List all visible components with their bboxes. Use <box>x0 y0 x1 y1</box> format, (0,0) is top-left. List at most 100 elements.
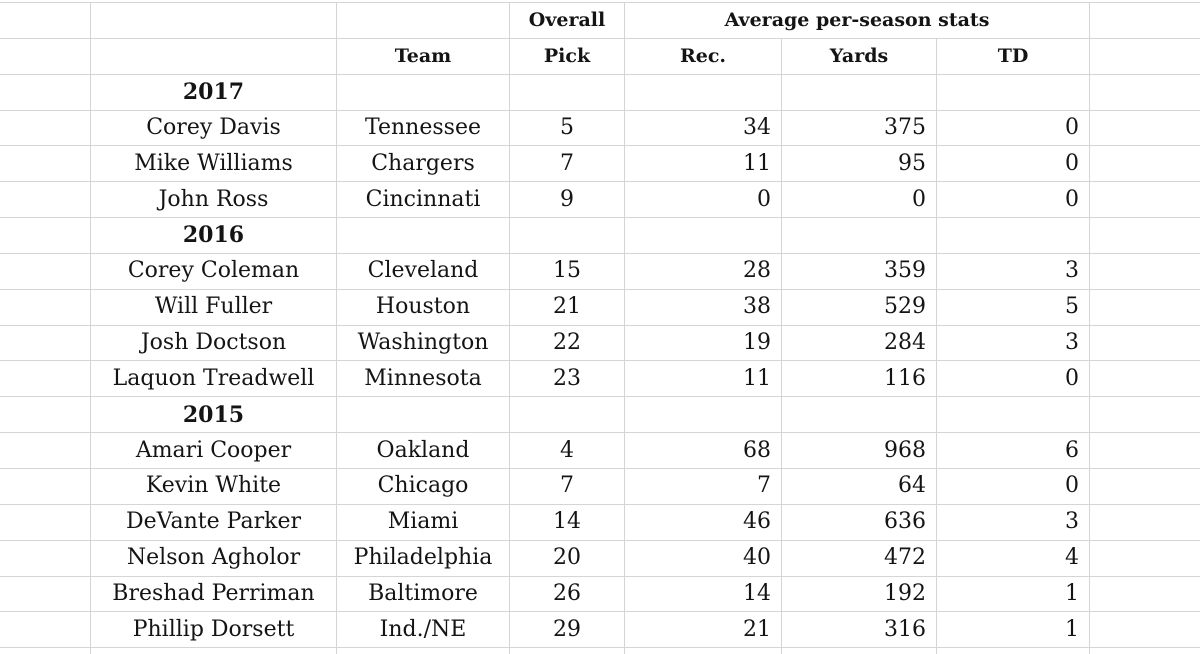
empty-cell[interactable] <box>337 218 510 254</box>
yards-cell[interactable]: 636 <box>782 504 937 541</box>
empty-cell[interactable] <box>0 218 91 254</box>
td-cell[interactable]: 4 <box>937 540 1090 577</box>
rec-cell[interactable]: 19 <box>625 325 782 362</box>
empty-cell[interactable] <box>1090 111 1200 147</box>
team-header-cell[interactable]: Team <box>337 38 510 75</box>
td-cell[interactable]: 6 <box>937 433 1090 469</box>
pick-cell[interactable]: 4 <box>510 433 625 469</box>
empty-cell[interactable] <box>1090 397 1200 434</box>
rec-cell[interactable]: 21 <box>625 612 782 649</box>
rec-cell[interactable]: 11 <box>625 146 782 183</box>
empty-cell[interactable] <box>782 74 937 111</box>
empty-cell[interactable] <box>337 397 510 434</box>
rec-cell[interactable]: 68 <box>625 433 782 469</box>
yards-cell[interactable]: 95 <box>782 146 937 183</box>
empty-cell[interactable] <box>782 218 937 254</box>
empty-cell[interactable] <box>337 74 510 111</box>
yards-cell[interactable]: 192 <box>782 576 937 613</box>
pick-cell[interactable]: 5 <box>510 110 625 147</box>
empty-cell[interactable] <box>625 397 782 434</box>
empty-cell[interactable] <box>1090 361 1200 398</box>
empty-cell[interactable] <box>0 182 91 219</box>
empty-cell[interactable] <box>510 397 625 434</box>
team-cell[interactable]: Baltimore <box>337 576 510 613</box>
empty-cell[interactable] <box>337 648 510 654</box>
empty-cell[interactable] <box>1090 469 1200 505</box>
empty-cell[interactable] <box>0 361 91 398</box>
empty-cell[interactable] <box>1090 577 1200 613</box>
empty-cell[interactable] <box>782 397 937 434</box>
empty-cell[interactable] <box>625 74 782 111</box>
rec-cell[interactable]: 38 <box>625 289 782 326</box>
empty-cell[interactable] <box>0 253 91 290</box>
empty-cell[interactable] <box>0 504 91 541</box>
team-cell[interactable]: Ind./NE <box>337 612 510 649</box>
pick-cell[interactable]: 23 <box>510 361 625 398</box>
empty-cell[interactable] <box>0 576 91 613</box>
pick-header-cell[interactable]: Pick <box>510 38 625 75</box>
empty-cell[interactable] <box>1090 75 1200 111</box>
empty-cell[interactable] <box>1090 182 1200 219</box>
td-cell[interactable]: 3 <box>937 253 1090 290</box>
empty-cell[interactable] <box>0 397 91 434</box>
year-cell[interactable]: 2016 <box>91 218 337 254</box>
team-cell[interactable]: Tennessee <box>337 110 510 147</box>
td-cell[interactable]: 5 <box>937 289 1090 326</box>
player-name-cell[interactable]: Will Fuller <box>91 289 337 326</box>
yards-cell[interactable]: 0 <box>782 182 937 219</box>
team-cell[interactable]: Washington <box>337 325 510 362</box>
pick-cell[interactable]: 22 <box>510 325 625 362</box>
empty-cell[interactable] <box>625 648 782 654</box>
empty-cell[interactable] <box>1090 146 1200 183</box>
rec-cell[interactable]: 7 <box>625 468 782 505</box>
td-cell[interactable]: 3 <box>937 325 1090 362</box>
yards-cell[interactable]: 472 <box>782 540 937 577</box>
td-cell[interactable]: 1 <box>937 612 1090 649</box>
empty-cell[interactable] <box>0 38 91 75</box>
empty-cell[interactable] <box>625 218 782 254</box>
yards-header-cell[interactable]: Yards <box>782 38 937 75</box>
td-cell[interactable]: 0 <box>937 182 1090 219</box>
empty-cell[interactable] <box>937 74 1090 111</box>
pick-cell[interactable]: 26 <box>510 576 625 613</box>
empty-cell[interactable] <box>510 218 625 254</box>
empty-cell[interactable] <box>0 325 91 362</box>
player-name-cell[interactable]: Amari Cooper <box>91 433 337 469</box>
player-name-cell[interactable]: Laquon Treadwell <box>91 361 337 398</box>
team-cell[interactable]: Minnesota <box>337 361 510 398</box>
empty-cell[interactable] <box>0 648 91 654</box>
year-cell[interactable]: 2015 <box>91 397 337 434</box>
team-cell[interactable]: Cleveland <box>337 253 510 290</box>
empty-cell[interactable] <box>1090 326 1200 362</box>
pick-cell[interactable]: 29 <box>510 612 625 649</box>
rec-cell[interactable]: 11 <box>625 361 782 398</box>
empty-cell[interactable] <box>510 648 625 654</box>
empty-cell[interactable] <box>1090 290 1200 326</box>
rec-cell[interactable]: 28 <box>625 253 782 290</box>
player-name-cell[interactable]: Kevin White <box>91 468 337 505</box>
pick-cell[interactable]: 7 <box>510 468 625 505</box>
pick-cell[interactable]: 9 <box>510 182 625 219</box>
empty-cell[interactable] <box>1090 218 1200 254</box>
pick-cell[interactable]: 15 <box>510 253 625 290</box>
empty-cell[interactable] <box>510 74 625 111</box>
empty-cell[interactable] <box>782 648 937 654</box>
empty-cell[interactable] <box>937 218 1090 254</box>
empty-cell[interactable] <box>1090 541 1200 577</box>
team-cell[interactable]: Chargers <box>337 146 510 183</box>
pick-cell[interactable]: 7 <box>510 146 625 183</box>
player-name-cell[interactable]: Breshad Perriman <box>91 576 337 613</box>
empty-cell[interactable] <box>91 3 337 39</box>
empty-cell[interactable] <box>0 468 91 505</box>
empty-cell[interactable] <box>937 648 1090 654</box>
td-cell[interactable]: 0 <box>937 468 1090 505</box>
year-cell[interactable]: 2017 <box>91 74 337 111</box>
empty-cell[interactable] <box>91 38 337 75</box>
yards-cell[interactable]: 316 <box>782 612 937 649</box>
empty-cell[interactable] <box>337 3 510 39</box>
team-cell[interactable]: Houston <box>337 289 510 326</box>
rec-header-cell[interactable]: Rec. <box>625 38 782 75</box>
yards-cell[interactable]: 375 <box>782 110 937 147</box>
yards-cell[interactable]: 529 <box>782 289 937 326</box>
team-cell[interactable]: Chicago <box>337 468 510 505</box>
